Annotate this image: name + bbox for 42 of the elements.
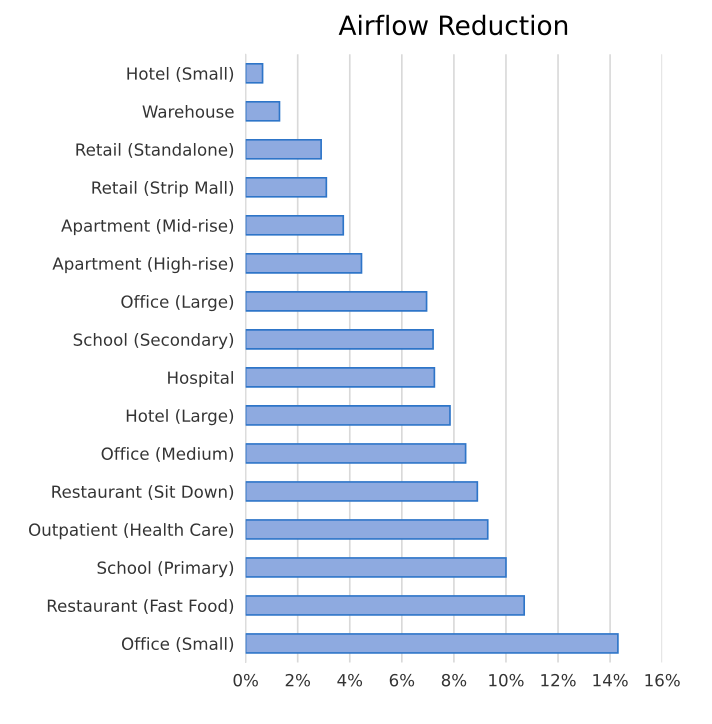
x-tick-label: 2% — [286, 674, 310, 686]
y-tick-label: Apartment (Mid-rise) — [61, 219, 234, 236]
bar — [246, 557, 507, 578]
y-tick-label: Outpatient (Health Care) — [29, 523, 234, 540]
y-tick-label: Apartment (High-rise) — [52, 257, 234, 274]
y-tick-label: Hotel (Small) — [127, 66, 234, 82]
bar — [246, 481, 478, 502]
y-tick-label: Office (Medium) — [102, 447, 234, 462]
y-tick-label: School (Primary) — [98, 561, 234, 578]
bar — [246, 367, 436, 388]
y-tick-label: Retail (Standalone) — [76, 142, 234, 158]
bar — [246, 176, 328, 198]
x-tick-label: 4% — [337, 674, 362, 686]
bar — [246, 329, 434, 350]
bar — [246, 405, 451, 426]
x-tick-label: 14% — [593, 674, 628, 686]
x-tick-label: 8% — [442, 674, 466, 686]
y-tick-label: Restaurant (Sit Down) — [52, 485, 234, 500]
y-tick-label: School (Secondary) — [74, 333, 234, 350]
bar — [246, 633, 619, 654]
y-tick-label: Hospital — [168, 371, 233, 388]
bar — [246, 253, 362, 274]
bar — [246, 291, 428, 312]
bar — [246, 138, 322, 160]
y-tick-label: Office (Large) — [121, 295, 234, 312]
bar — [246, 100, 280, 122]
x-tick-label: 10% — [489, 674, 524, 686]
y-tick-label: Retail (Strip Mall) — [92, 181, 234, 198]
y-tick-label: Hotel (Large) — [126, 409, 234, 426]
y-tick-label: Warehouse — [142, 104, 234, 118]
bar — [246, 519, 489, 540]
x-tick-label: 12% — [541, 674, 576, 686]
x-tick-label: 16% — [645, 674, 680, 686]
chart-title: Airflow Reduction — [338, 14, 568, 36]
x-tick-label: 0% — [234, 674, 258, 686]
bar — [246, 443, 466, 464]
x-tick-label: 6% — [390, 674, 414, 686]
y-tick-label: Restaurant (Fast Food) — [48, 599, 234, 614]
bar — [246, 215, 344, 236]
bar — [246, 62, 264, 84]
bar — [246, 595, 526, 616]
y-tick-label: Office (Small) — [122, 637, 234, 652]
